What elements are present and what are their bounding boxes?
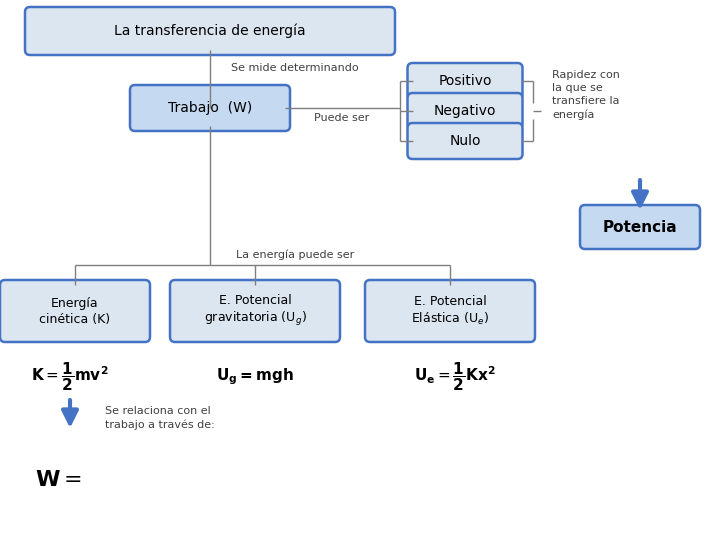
FancyBboxPatch shape <box>170 280 340 342</box>
Text: E. Potencial
Elástica (U$_e$): E. Potencial Elástica (U$_e$) <box>411 295 489 327</box>
Text: Positivo: Positivo <box>438 74 492 88</box>
FancyBboxPatch shape <box>580 205 700 249</box>
Text: La energía puede ser: La energía puede ser <box>236 249 354 260</box>
FancyBboxPatch shape <box>365 280 535 342</box>
Text: Se relaciona con el
trabajo a través de:: Se relaciona con el trabajo a través de: <box>105 406 215 430</box>
Text: $\mathbf{K} = \dfrac{\mathbf{1}}{\mathbf{2}}\mathbf{mv}^\mathbf{2}$: $\mathbf{K} = \dfrac{\mathbf{1}}{\mathbf… <box>31 361 109 393</box>
Text: Potencia: Potencia <box>603 219 678 234</box>
Text: Trabajo  (W): Trabajo (W) <box>168 101 252 115</box>
FancyBboxPatch shape <box>408 93 523 129</box>
Text: $\mathbf{U_e} = \dfrac{\mathbf{1}}{\mathbf{2}}\mathbf{Kx}^\mathbf{2}$: $\mathbf{U_e} = \dfrac{\mathbf{1}}{\math… <box>414 361 496 393</box>
Text: $\mathbf{U_g = mgh}$: $\mathbf{U_g = mgh}$ <box>216 367 294 387</box>
FancyBboxPatch shape <box>0 280 150 342</box>
Text: Rapidez con
la que se
transfiere la
energía: Rapidez con la que se transfiere la ener… <box>552 70 620 120</box>
Text: E. Potencial
gravitatoria (U$_g$): E. Potencial gravitatoria (U$_g$) <box>204 294 307 328</box>
Text: La transferencia de energía: La transferencia de energía <box>114 24 306 38</box>
Text: Se mide determinando: Se mide determinando <box>231 63 359 73</box>
FancyBboxPatch shape <box>408 123 523 159</box>
Text: Nulo: Nulo <box>449 134 481 148</box>
FancyBboxPatch shape <box>408 63 523 99</box>
Text: Puede ser: Puede ser <box>315 113 369 123</box>
Text: Energía
cinética (K): Energía cinética (K) <box>40 296 111 326</box>
FancyBboxPatch shape <box>25 7 395 55</box>
Text: Negativo: Negativo <box>433 104 496 118</box>
FancyBboxPatch shape <box>130 85 290 131</box>
Text: $\mathbf{W} =$: $\mathbf{W} =$ <box>35 470 82 490</box>
